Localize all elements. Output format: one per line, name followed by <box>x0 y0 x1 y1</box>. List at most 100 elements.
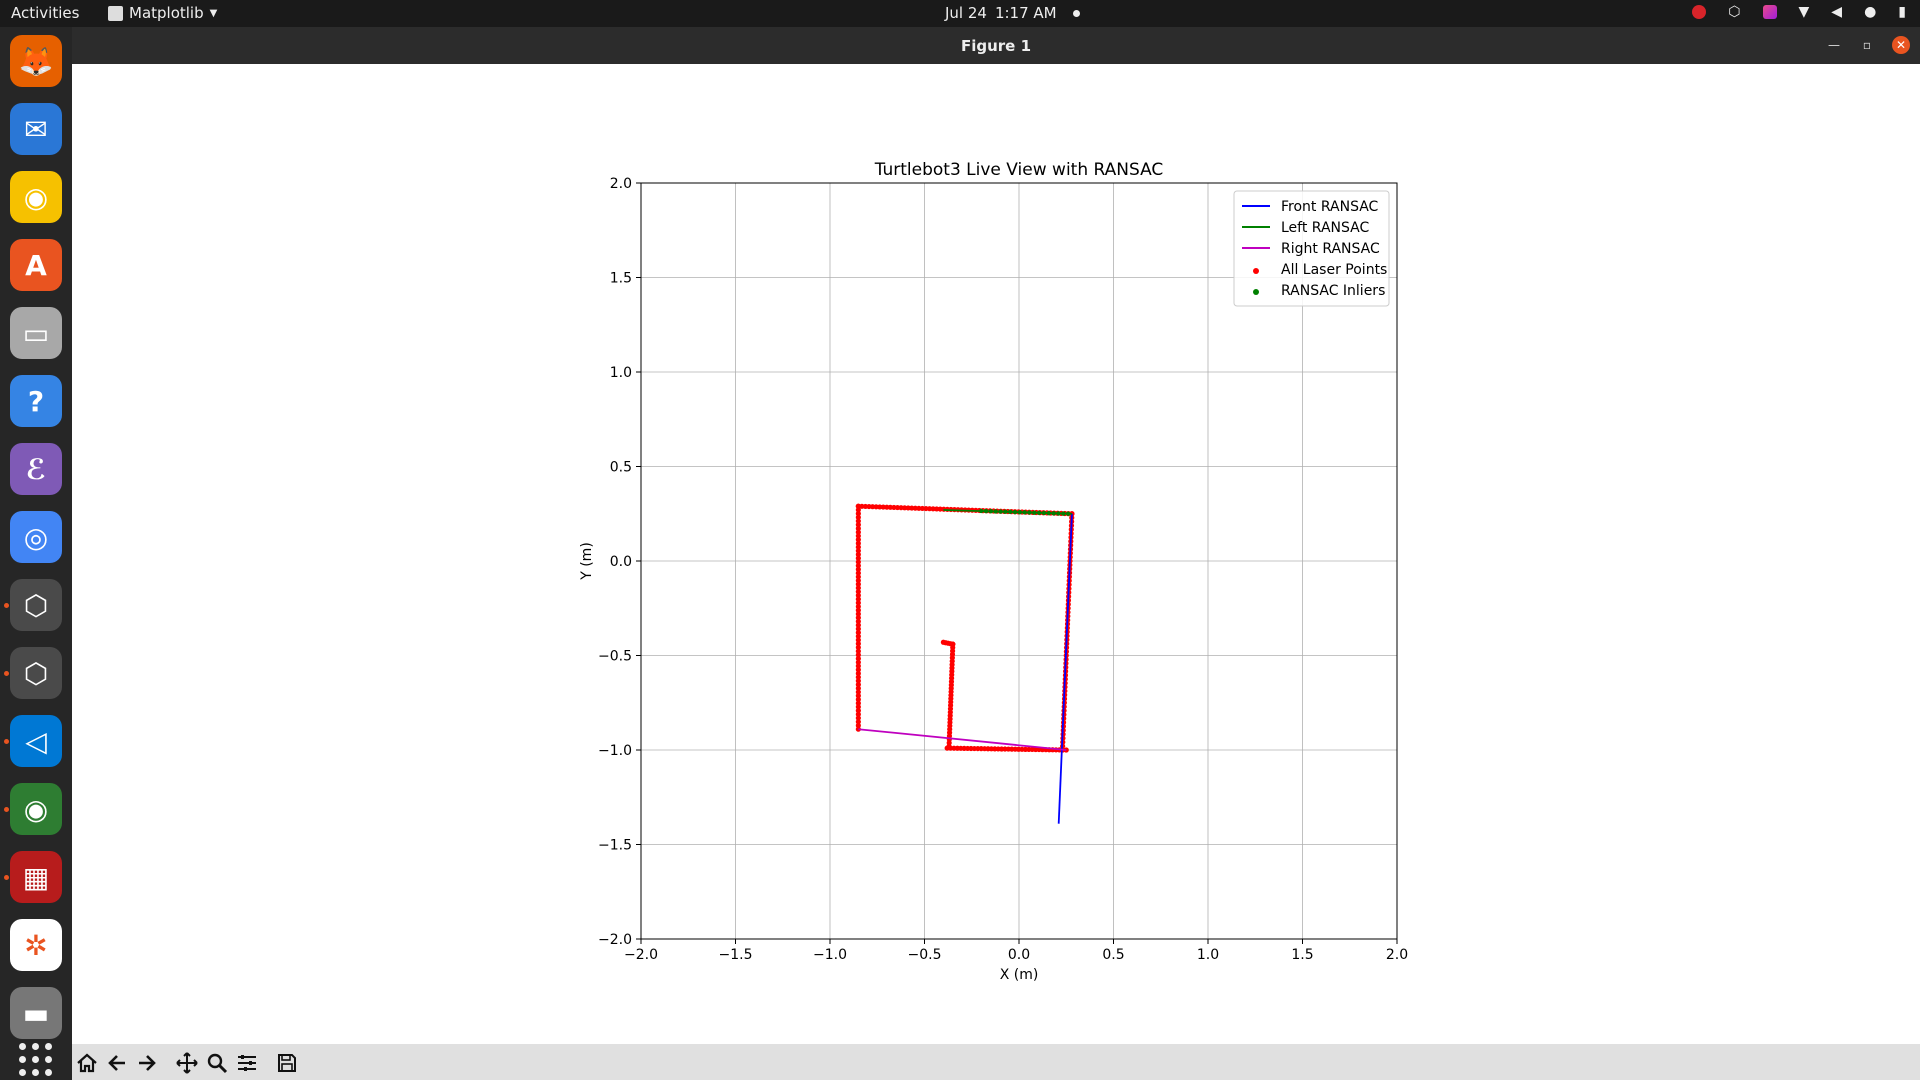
unity-editor-icon[interactable]: ⬡ <box>10 647 62 699</box>
color-picker-tray-icon[interactable] <box>1762 5 1777 19</box>
laser-point <box>855 667 861 673</box>
x-tick-label: −2.0 <box>624 947 658 963</box>
camera-app-icon[interactable]: ◉ <box>10 783 62 835</box>
thunderbird-icon[interactable]: ✉ <box>10 103 62 155</box>
laser-point <box>855 659 861 665</box>
laser-point <box>855 585 861 591</box>
ransac-line-front-ransac <box>1057 513 1073 824</box>
rviz-icon[interactable]: ✲ <box>10 919 62 971</box>
laser-point <box>855 711 861 717</box>
minimize-icon[interactable]: — <box>1828 38 1840 52</box>
unity-tray-icon[interactable]: ⬡ <box>1728 4 1741 20</box>
unity-hub-icon[interactable]: ⬡ <box>10 579 62 631</box>
laser-point <box>855 566 861 572</box>
show-apps-icon[interactable] <box>19 1043 53 1077</box>
laser-point <box>855 611 861 617</box>
volume-icon[interactable]: ◀ <box>1831 4 1843 20</box>
drive-icon[interactable]: ▬ <box>10 987 62 1039</box>
laser-point <box>855 700 861 706</box>
notification-dot-icon <box>1072 9 1080 17</box>
laser-point <box>855 548 861 554</box>
help-icon[interactable]: ? <box>10 375 62 427</box>
laser-point <box>855 704 861 710</box>
laser-point <box>855 641 861 647</box>
app-menu[interactable]: Matplotlib ▼ <box>108 4 217 22</box>
pan-icon[interactable] <box>174 1050 200 1076</box>
chrome-icon[interactable]: ◎ <box>10 511 62 563</box>
chart-title: Turtlebot3 Live View with RANSAC <box>874 160 1164 180</box>
running-indicator <box>4 807 9 812</box>
y-tick-label: −1.5 <box>598 838 632 854</box>
laser-point <box>855 574 861 580</box>
close-icon[interactable]: ✕ <box>1892 36 1910 54</box>
vscode-icon[interactable]: ◁ <box>10 715 62 767</box>
legend-label: Right RANSAC <box>1281 241 1380 257</box>
x-tick-label: −1.5 <box>719 947 753 963</box>
clock[interactable]: Jul 24 1:17 AM <box>945 4 1080 22</box>
laser-point <box>855 615 861 621</box>
laser-point <box>855 518 861 524</box>
home-icon[interactable] <box>74 1050 100 1076</box>
x-axis-label: X (m) <box>1000 967 1039 983</box>
configure-subplots-icon[interactable] <box>234 1050 260 1076</box>
zoom-icon[interactable] <box>204 1050 230 1076</box>
laser-point <box>855 678 861 684</box>
laser-point <box>855 626 861 632</box>
x-tick-label: 0.5 <box>1102 947 1124 963</box>
app-center-icon[interactable]: A <box>10 239 62 291</box>
laser-point <box>855 674 861 680</box>
clock-time: 1:17 AM <box>994 4 1057 22</box>
battery-icon[interactable]: ▮ <box>1898 4 1906 20</box>
legend-label: Front RANSAC <box>1281 199 1379 215</box>
x-tick-label: 1.5 <box>1291 947 1313 963</box>
wifi-icon[interactable]: ▼ <box>1798 4 1810 20</box>
clock-date: Jul 24 <box>945 4 987 22</box>
running-indicator <box>4 739 9 744</box>
legend-swatch-dot <box>1253 289 1259 295</box>
laser-point <box>855 589 861 595</box>
y-tick-label: 0.0 <box>610 554 632 570</box>
activities-button[interactable]: Activities <box>11 4 80 22</box>
laser-point <box>855 637 861 643</box>
firefox-icon[interactable]: 🦊 <box>10 35 62 87</box>
plot-chart[interactable]: −2.0−2.0 −1.5 −1.5 −1.0 −1.0 −0.5 −0.5 0.0 0.0 0.… <box>72 64 1920 1044</box>
laser-point <box>855 544 861 550</box>
laser-point <box>855 618 861 625</box>
laser-point <box>855 722 861 729</box>
emacs-icon[interactable]: ℰ <box>10 443 62 495</box>
laser-point <box>855 507 861 513</box>
figure-canvas[interactable]: −2.0 −2.0 −1.5 −1.5 −1.0 −1.0 −0.5 −0.5 0.0 0.0 0.… <box>72 64 1920 1044</box>
save-icon[interactable] <box>274 1050 300 1076</box>
matplotlib-toolbar <box>72 1044 1920 1080</box>
laser-point <box>855 648 861 654</box>
forward-arrow-icon[interactable] <box>134 1050 160 1076</box>
maximize-icon[interactable]: ▫ <box>1862 38 1872 52</box>
laser-point <box>855 682 861 688</box>
app-menu-label: Matplotlib <box>129 4 204 22</box>
y-tick-label: 1.0 <box>610 365 632 381</box>
microphone-icon[interactable]: ● <box>1864 4 1877 20</box>
x-tick-label: 1.0 <box>1197 947 1219 963</box>
record-indicator-icon[interactable] <box>1692 5 1707 19</box>
laser-point <box>855 581 861 587</box>
laser-point <box>855 555 861 561</box>
laser-point <box>855 577 861 584</box>
top-bar: Activities Matplotlib ▼ Jul 24 1:17 AM ⬡… <box>0 0 1920 27</box>
y-tick-label: −0.5 <box>598 649 632 665</box>
back-arrow-icon[interactable] <box>104 1050 130 1076</box>
files-icon[interactable]: ▭ <box>10 307 62 359</box>
window-title: Figure 1 <box>960 37 1032 55</box>
laser-point <box>855 514 861 520</box>
rhythmbox-icon[interactable]: ◉ <box>10 171 62 223</box>
running-indicator <box>4 875 9 880</box>
laser-point <box>855 592 861 598</box>
laser-point <box>855 525 861 532</box>
chevron-down-icon: ▼ <box>209 7 218 19</box>
window-titlebar[interactable]: Figure 1 — ▫ ✕ <box>72 27 1920 64</box>
legend-label: RANSAC Inliers <box>1281 283 1385 299</box>
system-tray[interactable]: ⬡ ▼ ◀ ● ▮ <box>1692 4 1906 20</box>
figure-window: Figure 1 — ▫ ✕ −2.0 −2.0 −1.5 −1.5 −1.0 −1.0−… <box>72 27 1920 1080</box>
x-tick-label: −0.5 <box>908 947 942 963</box>
laser-point <box>855 522 861 528</box>
terminal-grid-icon[interactable]: ▦ <box>10 851 62 903</box>
